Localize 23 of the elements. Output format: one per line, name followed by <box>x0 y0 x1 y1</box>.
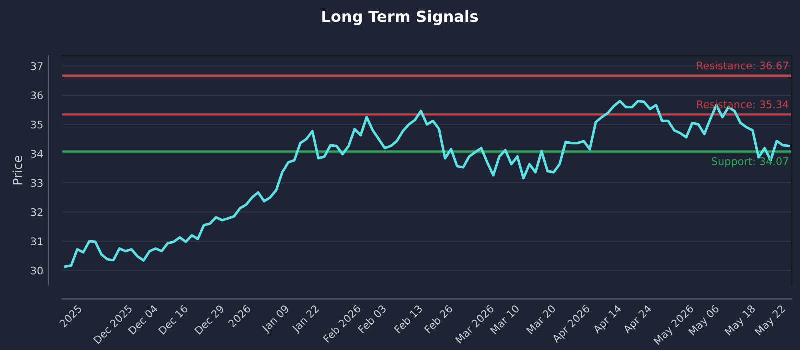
y-tick-label: 35 <box>31 120 43 129</box>
y-tick-label: 34 <box>31 150 44 158</box>
chart-title: Long Term Signals <box>322 10 478 26</box>
y-tick-label: 30 <box>31 266 43 275</box>
x-tick-label: Feb 13 <box>394 304 424 334</box>
x-tick-label: Apr 24 <box>622 304 654 336</box>
ref-line-label: Support: 34.07 <box>712 158 788 168</box>
y-axis-title: Price <box>12 156 22 185</box>
x-tick-label: Mar 20 <box>526 304 556 335</box>
y-tick-label: 37 <box>31 62 43 70</box>
x-tick-label: Jan 09 <box>261 304 291 335</box>
x-tick-label: Jan 22 <box>291 304 321 335</box>
y-tick-label: 31 <box>31 238 43 246</box>
y-tick-label: 32 <box>31 208 43 216</box>
line-series <box>64 100 790 268</box>
y-tick-label: 33 <box>31 179 43 188</box>
x-tick-label: Apr 14 <box>592 304 624 336</box>
x-tick-label: Dec 16 <box>158 304 189 335</box>
y-tick-label: 36 <box>31 92 43 100</box>
ref-line-label: Resistance: 35.34 <box>697 100 789 109</box>
x-tick-label: Feb 26 <box>424 304 454 334</box>
x-tick-label: Dec 29 <box>194 304 225 335</box>
ref-line-label: Resistance: 36.67 <box>697 62 788 70</box>
